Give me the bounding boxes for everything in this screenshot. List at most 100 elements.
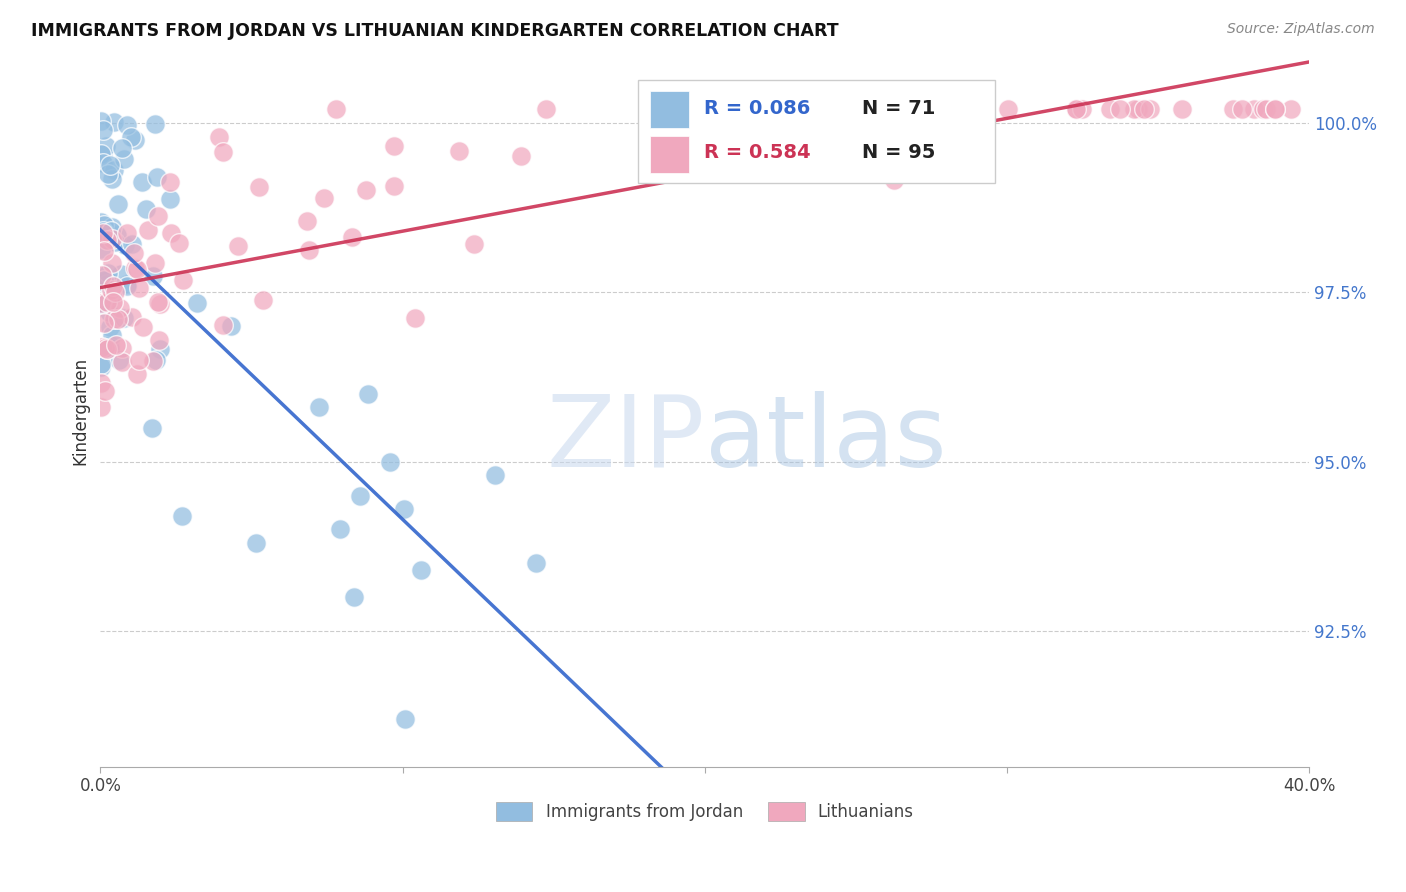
Point <box>90 376 112 390</box>
Point <box>1098 103 1121 117</box>
Point <box>1171 103 1194 117</box>
Point <box>1264 103 1286 117</box>
Point <box>91 297 114 311</box>
Point <box>93 244 115 259</box>
Point <box>127 367 149 381</box>
Point <box>96 343 118 357</box>
Point <box>90 215 112 229</box>
Point <box>90 357 112 371</box>
Point <box>124 133 146 147</box>
Point <box>723 103 745 117</box>
Point <box>883 173 905 187</box>
Point <box>212 318 235 333</box>
Point <box>159 175 181 189</box>
Point <box>1243 103 1265 117</box>
Point <box>1139 103 1161 117</box>
Point <box>104 337 127 351</box>
Point <box>111 355 134 369</box>
Point <box>100 223 122 237</box>
Point <box>110 341 132 355</box>
Text: ZIP: ZIP <box>547 391 704 488</box>
Point <box>101 278 124 293</box>
Point <box>340 230 363 244</box>
FancyBboxPatch shape <box>638 80 995 183</box>
Point <box>329 523 352 537</box>
Point <box>245 536 267 550</box>
Point <box>90 359 112 374</box>
Point <box>90 242 112 256</box>
Point <box>186 296 208 310</box>
Point <box>149 342 172 356</box>
Point <box>90 147 112 161</box>
Point <box>90 401 112 415</box>
Point <box>135 202 157 216</box>
Point <box>136 223 159 237</box>
Point <box>1064 103 1087 117</box>
Point <box>1254 103 1277 117</box>
Point <box>128 352 150 367</box>
Point <box>325 103 347 117</box>
Point <box>132 319 155 334</box>
Point <box>131 175 153 189</box>
Point <box>141 421 163 435</box>
Point <box>103 163 125 178</box>
Point <box>1126 103 1149 117</box>
Point <box>681 103 703 117</box>
Point <box>91 156 114 170</box>
Point <box>848 103 870 117</box>
Point <box>100 288 122 302</box>
Point <box>1108 103 1130 117</box>
Point <box>170 508 193 523</box>
Point <box>107 197 129 211</box>
Point <box>143 256 166 270</box>
Point <box>297 243 319 257</box>
Point <box>96 273 118 287</box>
Point <box>149 297 172 311</box>
Point <box>1279 103 1302 117</box>
Point <box>159 192 181 206</box>
Point <box>146 209 169 223</box>
Point <box>524 557 547 571</box>
Point <box>219 319 242 334</box>
Point <box>463 237 485 252</box>
Point <box>226 239 249 253</box>
Point <box>510 149 533 163</box>
Point <box>96 295 118 310</box>
Point <box>673 103 696 117</box>
Point <box>382 138 405 153</box>
Point <box>114 238 136 252</box>
Point <box>357 387 380 401</box>
Point <box>839 103 862 117</box>
Point <box>93 218 115 232</box>
Point <box>786 103 808 117</box>
Text: Source: ZipAtlas.com: Source: ZipAtlas.com <box>1227 22 1375 37</box>
Point <box>93 146 115 161</box>
Point <box>862 103 884 117</box>
Point <box>121 236 143 251</box>
Point <box>107 352 129 367</box>
Point <box>104 285 127 300</box>
Point <box>392 502 415 516</box>
Point <box>100 328 122 343</box>
Point <box>142 268 165 283</box>
Point <box>115 278 138 293</box>
Point <box>91 224 114 238</box>
Point <box>98 320 121 334</box>
Point <box>97 167 120 181</box>
Point <box>146 295 169 310</box>
Point <box>93 227 115 241</box>
Point <box>354 183 377 197</box>
Point <box>893 103 915 117</box>
Point <box>143 117 166 131</box>
Point <box>98 341 121 355</box>
Point <box>100 283 122 297</box>
Point <box>1123 103 1146 117</box>
Point <box>707 103 730 117</box>
Text: R = 0.086: R = 0.086 <box>703 99 810 118</box>
Point <box>308 401 330 415</box>
Point <box>125 262 148 277</box>
Point <box>1133 103 1156 117</box>
Point <box>484 468 506 483</box>
Point <box>312 191 335 205</box>
Point <box>107 312 129 326</box>
